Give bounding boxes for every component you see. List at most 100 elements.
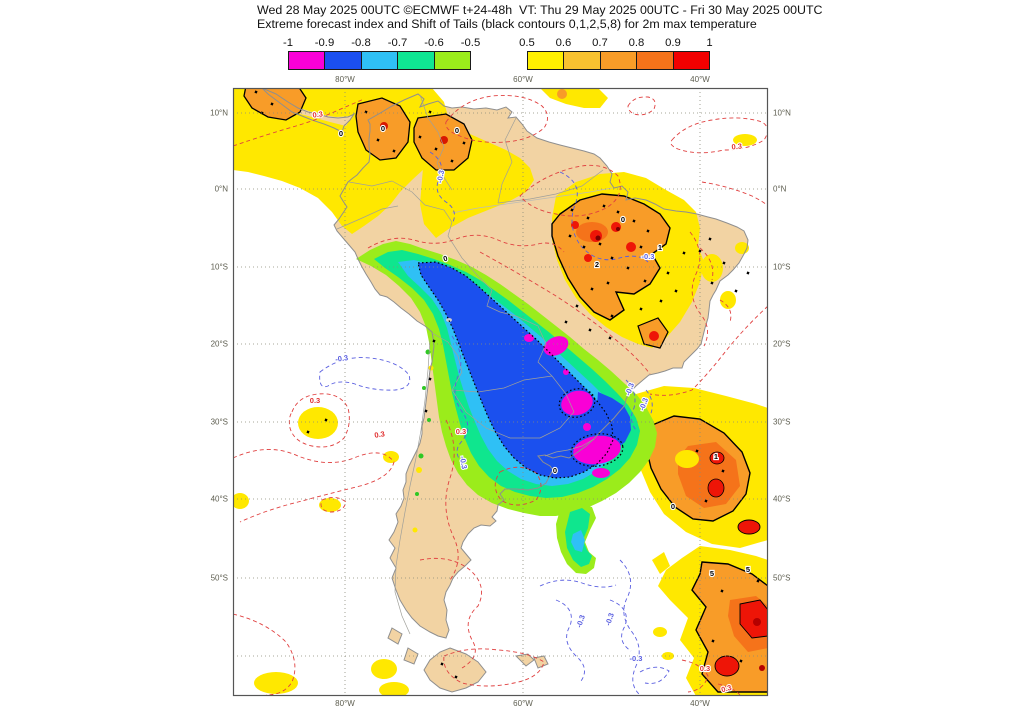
efi-magenta2 (561, 390, 593, 416)
legend-color-cell (289, 52, 326, 69)
contour-label: 5 (746, 565, 750, 574)
legend-tick-label: -0.9 (314, 37, 335, 49)
lat-tick-right: 50°S (773, 574, 790, 583)
efi-magenta7 (583, 423, 591, 431)
legend-tick-label: 0.6 (555, 37, 572, 49)
efi-red-patagonia1 (739, 599, 768, 639)
efi-maroon-ne2 (616, 227, 620, 231)
lat-tick-left: 0°N (215, 185, 229, 194)
legend-color-cell (434, 52, 471, 69)
efi-yellow-tdf2 (379, 682, 409, 696)
legend-tick-label: -1 (282, 37, 294, 49)
efi-yellow-hole-satlantic (675, 450, 699, 468)
legend-tick-label: 1 (706, 37, 713, 49)
contour-label: -0.3 (458, 455, 469, 469)
efi-red-spot-colombia (380, 122, 388, 130)
efi-red-ne5 (571, 221, 579, 229)
efi-maroon-patagonia1 (753, 618, 761, 626)
map-body (233, 88, 768, 696)
lon-tick-bottom: 40°W (690, 699, 710, 708)
contour-label: 0.3 (374, 429, 386, 440)
legend-negative-colorbar (288, 51, 471, 70)
country-borders (336, 94, 604, 635)
efi-maroon-patagonia2 (759, 665, 765, 671)
legend-tick-label: -0.6 (424, 37, 444, 49)
lat-tick-left: 30°S (211, 418, 228, 427)
sot-speckles (254, 90, 760, 679)
efi-red-ne2 (611, 222, 621, 232)
legend-color-cell (325, 52, 362, 69)
contour-label: 0.3 (700, 664, 710, 673)
efi-red-satlantic2 (707, 478, 725, 498)
lat-tick-right: 10°S (773, 263, 790, 272)
lake-titicaca (446, 318, 452, 322)
contour-label: -0.3 (630, 654, 643, 663)
contour-label: 2 (595, 260, 599, 269)
lat-tick-right: 40°S (773, 495, 790, 504)
efi-yellow-fringe1 (653, 627, 667, 637)
lat-tick-left: 10°S (211, 263, 228, 272)
lon-tick-top: 40°W (690, 75, 710, 84)
efi-orange-centam-corner (243, 88, 307, 121)
efi-legend-positive: 0.5 0.6 0.7 0.8 0.9 1 (519, 37, 713, 71)
legend-tick-label: 0.7 (592, 37, 608, 49)
efi-cyan-tail-core (571, 530, 585, 552)
lon-tick-top: 80°W (335, 75, 355, 84)
lat-tick-left: 10°N (210, 109, 228, 118)
efi-plus03-contours (233, 95, 768, 696)
efi-orange-spot-guyana (557, 89, 567, 99)
contour-label: 1 (658, 243, 662, 252)
efi-magenta3 (573, 435, 621, 465)
efi-yellow-patch-ne2 (720, 291, 736, 309)
contour-label: 0.3 (310, 396, 320, 405)
legend-color-cell (637, 52, 674, 69)
legend-positive-ticks: 0.5 0.6 0.7 0.8 0.9 1 (519, 37, 713, 51)
legend-tick-label: -0.7 (387, 37, 408, 49)
efi-red-ne1 (590, 230, 602, 242)
lon-tick-bottom: 60°W (513, 699, 533, 708)
lat-tick-right: 10°N (773, 109, 791, 118)
contour-label: 0 (621, 215, 625, 224)
legend-color-cell (600, 52, 638, 69)
contour-label: 5 (710, 569, 714, 578)
contour-label: 0.3 (731, 142, 742, 152)
lon-tick-bottom: 80°W (335, 699, 355, 708)
efi-red-ne4 (584, 254, 592, 262)
map-frame (232, 87, 769, 697)
contour-label: 0 (553, 466, 557, 475)
legend-negative-ticks: -1 -0.9 -0.8 -0.7 -0.6 -0.5 (283, 37, 480, 51)
efi-warm-regions (233, 88, 768, 696)
contour-label: 0 (442, 254, 448, 264)
contour-label: 0 (381, 124, 385, 133)
lat-lon-gridlines (233, 88, 768, 696)
efi-maroon-ne1 (595, 235, 601, 241)
contour-label: 0.3 (456, 427, 466, 436)
contour-value-labels: 0.3 0.3 0.3 0.3 0.3 0.3 0.3 -0.3 -0.3 -0.3 -0.3 -0.… (309, 108, 752, 695)
contour-label: -0.3 (335, 353, 349, 364)
efi-magenta6 (563, 369, 569, 375)
efi-red-ne3 (626, 242, 636, 252)
contour-label: 0.3 (312, 109, 324, 119)
legend-tick-label: 0.9 (665, 37, 681, 49)
lon-tick-top: 60°W (513, 75, 533, 84)
chart-title-product: Extreme forecast index and Shift of Tail… (257, 17, 757, 31)
efi-yellow-guyana-streak (540, 88, 608, 108)
lat-tick-left: 20°S (211, 340, 228, 349)
legend-positive-colorbar (527, 51, 710, 70)
efi-magenta5 (524, 334, 534, 342)
contour-label: 0 (339, 129, 343, 138)
legend-tick-label: -0.8 (351, 37, 371, 49)
lat-tick-right: 30°S (773, 418, 790, 427)
lat-tick-right: 0°N (773, 185, 787, 194)
tierra-del-fuego-land (424, 648, 486, 692)
efi-yellow-fringe2 (662, 652, 674, 660)
legend-color-cell (673, 52, 710, 69)
efi-yellow-pacific4 (233, 493, 249, 509)
axis-labels: 10°N 10°N 0°N 0°N 10°S 10°S 20°S 20°S 30°S 30°S 40… (210, 75, 791, 708)
efi-red-patagonia2 (714, 655, 740, 677)
contour-label: -0.3 (435, 169, 446, 183)
efi-yellow-atlantic-n (733, 134, 757, 146)
efi-legend-negative: -1 -0.9 -0.8 -0.7 -0.6 -0.5 (283, 37, 480, 71)
efi-blue-core (418, 262, 613, 478)
